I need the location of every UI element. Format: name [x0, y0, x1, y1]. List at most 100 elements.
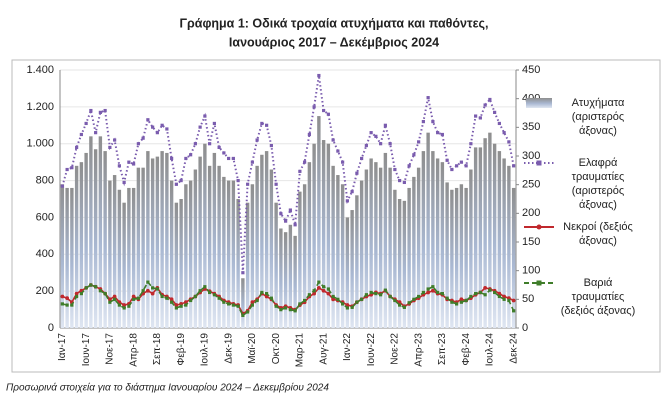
line-marker	[117, 303, 121, 307]
bar	[326, 143, 331, 328]
line-marker	[122, 303, 127, 307]
bar	[241, 278, 245, 328]
line-marker	[497, 291, 502, 296]
bar	[421, 151, 426, 328]
bar	[131, 187, 136, 328]
bar	[169, 180, 174, 328]
line-marker	[98, 110, 102, 114]
bar	[188, 180, 193, 328]
line-marker	[155, 131, 159, 135]
line-marker	[141, 289, 145, 293]
bar	[435, 158, 440, 328]
bar	[374, 162, 378, 328]
line-marker	[184, 156, 188, 161]
bar	[255, 165, 259, 328]
bar	[293, 235, 297, 328]
bar	[378, 167, 383, 328]
line-marker	[212, 121, 216, 126]
line-marker	[322, 285, 326, 289]
y2-tick-label: 300	[522, 150, 540, 162]
bar	[236, 199, 240, 328]
line-marker	[436, 290, 440, 295]
line-marker	[255, 298, 259, 303]
line-marker	[132, 297, 136, 301]
x-tick-label: Ιουν-22	[366, 333, 377, 367]
line-marker	[113, 297, 117, 301]
y-tick-label: 0	[48, 322, 54, 334]
line-marker	[174, 306, 178, 310]
bar	[288, 224, 293, 328]
swatch-marker	[536, 224, 542, 230]
legend-swatch	[524, 224, 554, 230]
bar	[469, 169, 473, 328]
line-marker	[136, 142, 140, 146]
bar	[184, 184, 188, 328]
bar	[60, 184, 65, 328]
y-tick-label: 1.400	[26, 64, 54, 76]
line-marker	[260, 121, 264, 126]
line-marker	[426, 290, 431, 295]
y2-tick-label: 0	[522, 322, 528, 334]
line-marker	[203, 285, 207, 289]
x-tick-label: Σεπ-18	[152, 333, 163, 365]
line-marker	[512, 164, 516, 168]
line-marker	[321, 288, 326, 293]
line-marker	[136, 296, 140, 300]
line-marker	[469, 142, 473, 146]
x-tick-label: Ιαν-17	[57, 333, 68, 361]
x-tick-label: Αυγ-21	[318, 333, 329, 365]
x-tick-label: Φεβ-24	[461, 333, 472, 366]
line-marker	[284, 306, 288, 310]
line-marker	[364, 143, 368, 148]
bar	[193, 169, 198, 328]
line-marker	[341, 160, 345, 164]
line-marker	[355, 300, 359, 304]
line-marker	[274, 304, 278, 308]
line-marker	[502, 294, 507, 299]
x-tick-label: Δεκ-19	[223, 333, 234, 364]
line-marker	[165, 127, 169, 131]
line-marker	[379, 142, 383, 146]
bar	[150, 158, 155, 328]
bar	[478, 147, 483, 328]
y2-tick-label: 100	[522, 265, 540, 277]
bar	[464, 187, 468, 328]
line-marker	[231, 303, 235, 307]
y-tick-label: 1.000	[26, 138, 54, 150]
line-marker	[60, 294, 65, 299]
line-marker	[155, 287, 159, 291]
legend-label: Ελαφρά τραυματίες (αριστερός άξονας)	[571, 157, 625, 211]
line-marker	[412, 153, 416, 157]
line-marker	[436, 131, 440, 135]
bar	[388, 167, 392, 328]
line-marker	[269, 296, 273, 300]
bar	[445, 182, 449, 328]
line-marker	[383, 123, 387, 127]
bar	[502, 158, 506, 328]
line-marker	[331, 294, 335, 299]
x-tick-label: Νοε-17	[105, 333, 116, 365]
bar	[302, 184, 307, 328]
line-marker	[284, 219, 288, 223]
line-marker	[84, 121, 88, 126]
chart-title: Γράφημα 1: Οδικά τροχαία ατυχήματα και π…	[180, 16, 489, 30]
x-tick-label: Ιουν-17	[81, 333, 92, 367]
line-marker	[165, 296, 169, 300]
bar	[98, 136, 103, 328]
line-marker	[430, 288, 435, 293]
line-marker	[74, 291, 79, 296]
bar	[127, 187, 131, 328]
y2-tick-label: 50	[522, 293, 534, 305]
line-marker	[160, 294, 164, 299]
line-marker	[169, 297, 174, 302]
bar	[459, 184, 464, 328]
line-marker	[431, 120, 435, 124]
line-marker	[179, 178, 183, 183]
line-marker	[331, 297, 336, 302]
bar	[250, 184, 255, 328]
bar	[222, 176, 226, 328]
line-marker	[241, 271, 245, 275]
line-marker	[345, 199, 349, 203]
line-marker	[431, 285, 435, 289]
